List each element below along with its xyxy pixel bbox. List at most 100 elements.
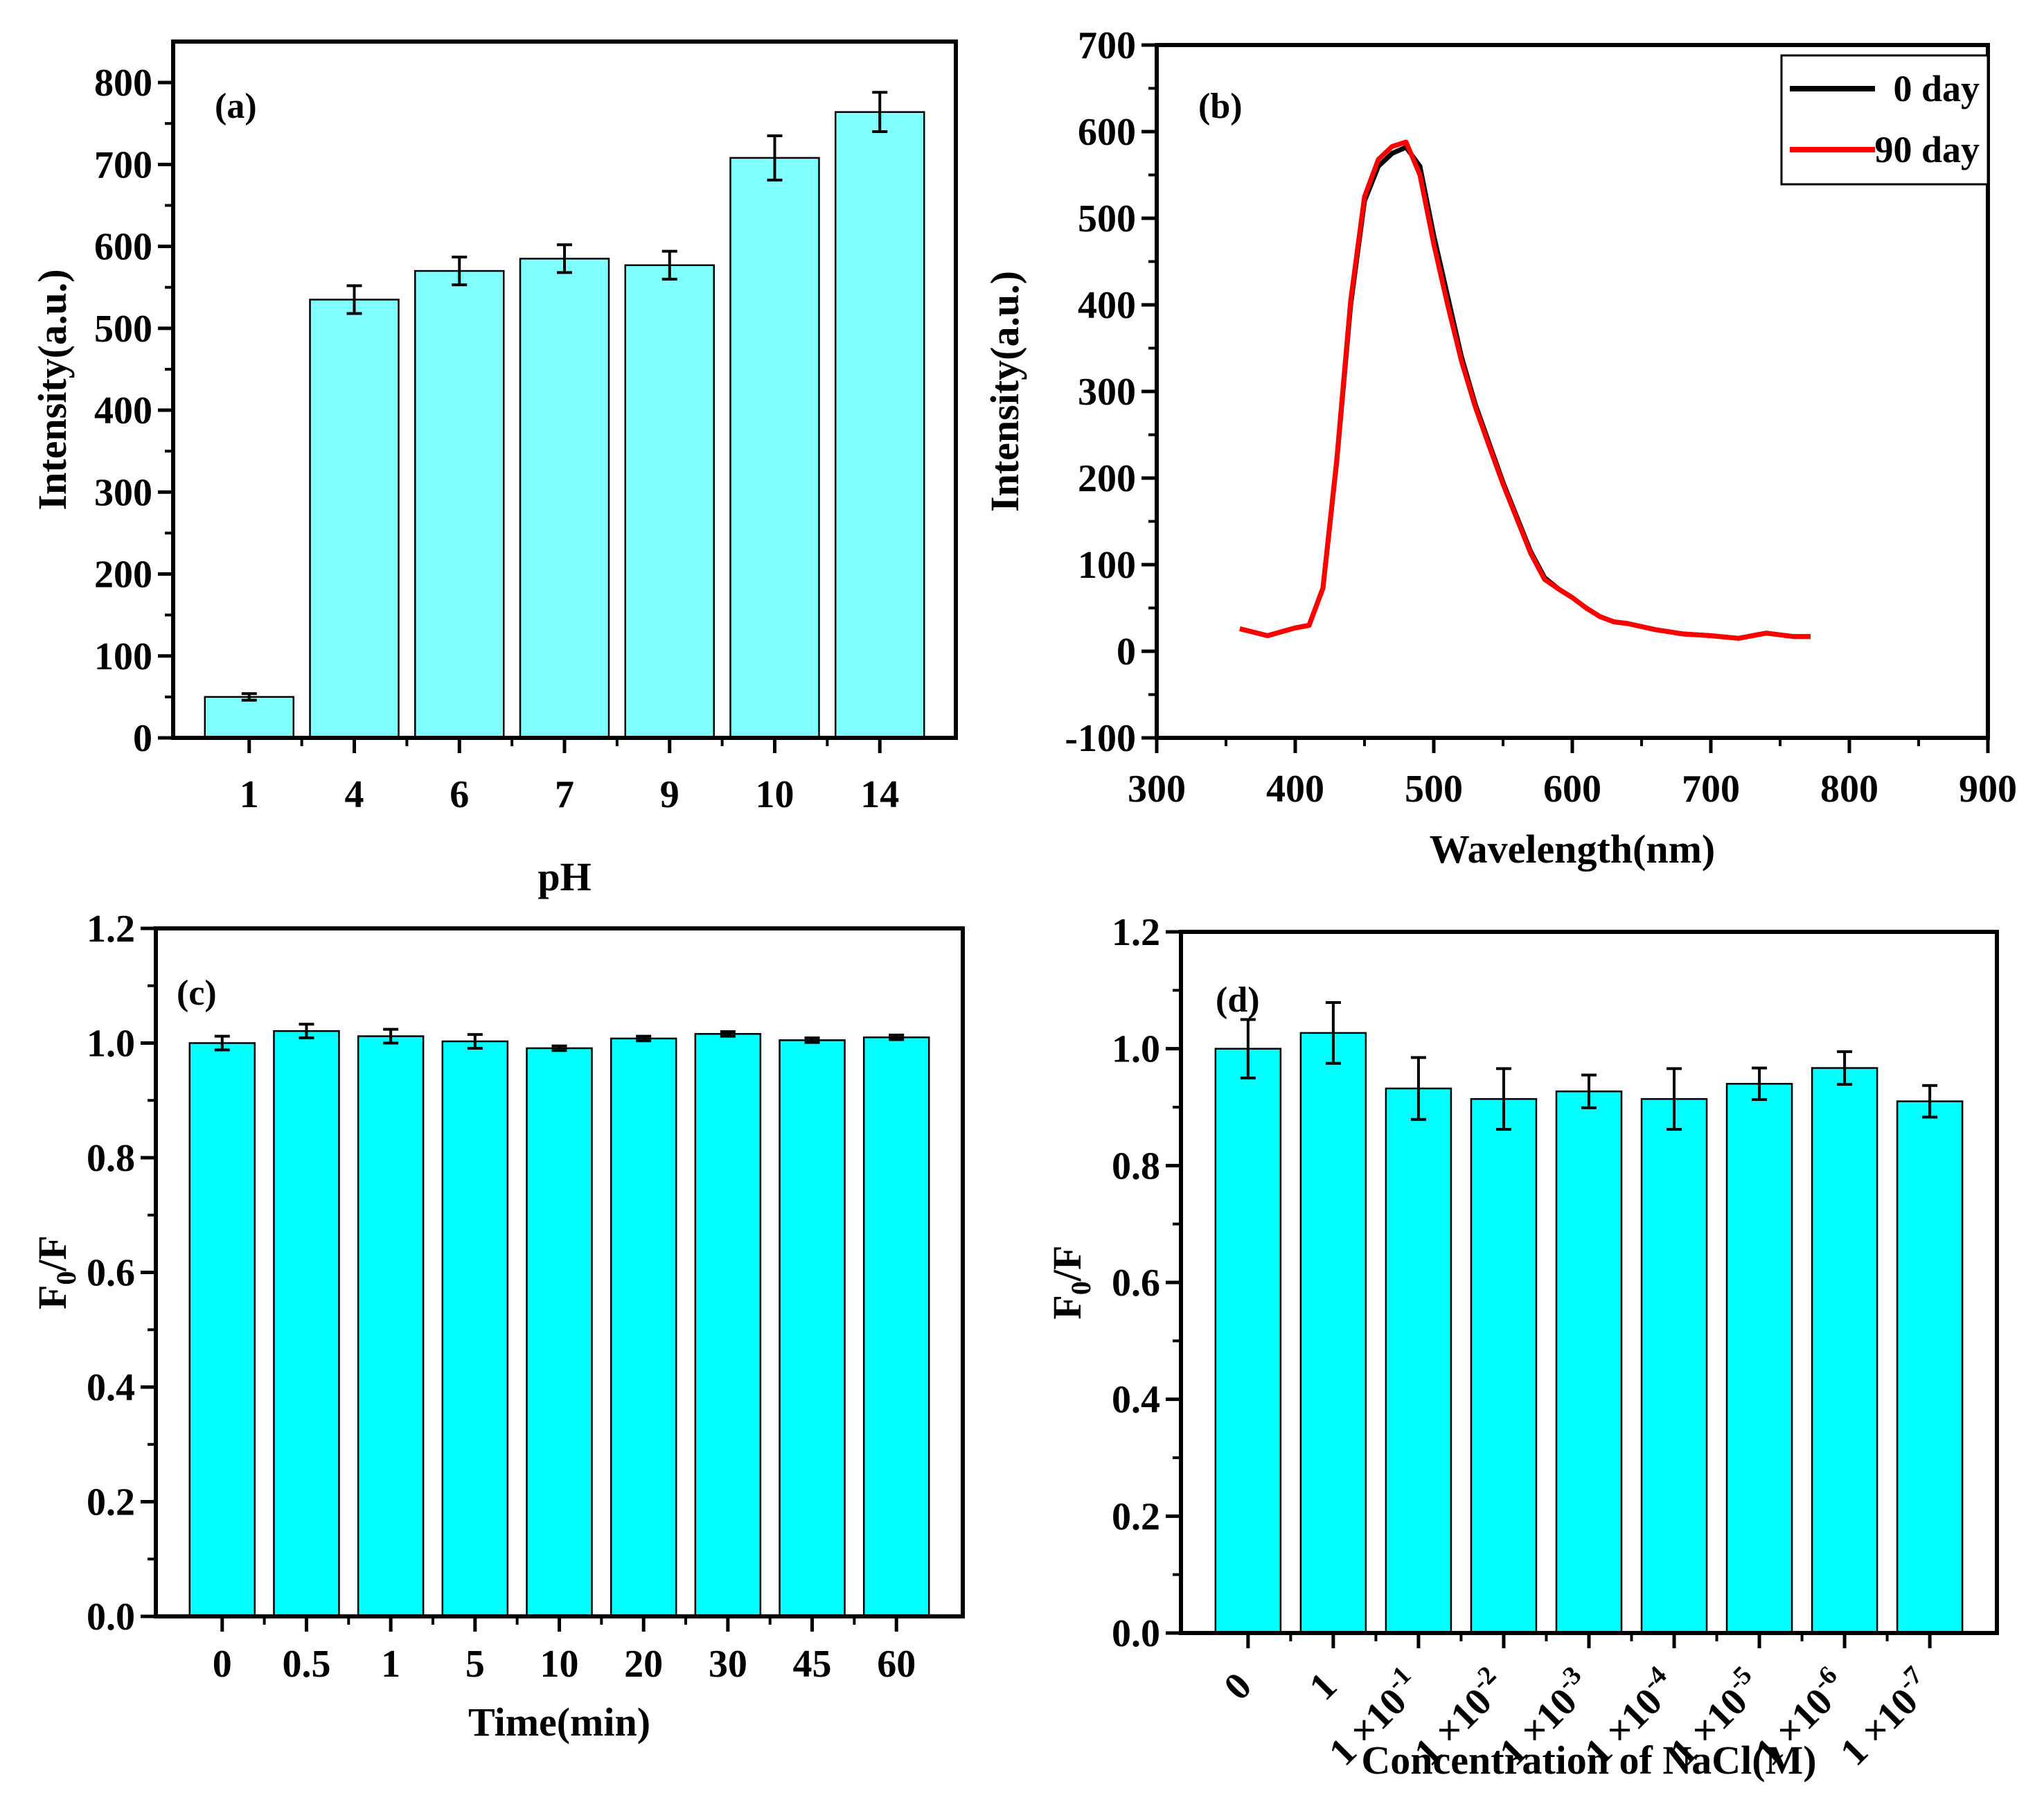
bar-d-4 (1555, 1090, 1623, 1634)
x-tick-label-a-2: 6 (450, 773, 469, 816)
y-tick-label-d-1: 0.2 (1112, 1495, 1160, 1538)
bar-c-6 (694, 1033, 762, 1618)
x-tick-label-a-5: 10 (755, 773, 794, 816)
y-tick-label-a-8: 800 (94, 62, 152, 105)
x-tick-label-c-1: 0.5 (282, 1643, 330, 1686)
series-line-b-1 (1239, 139, 1811, 641)
chart-d: 0.00.20.40.60.81.01.20 11 ×10-11 ×10-21 ×… (1045, 911, 1999, 1783)
bar-c-1 (273, 1030, 340, 1618)
legend-label-b-1: 90 day (1874, 129, 1980, 170)
panel-label-a: (a) (215, 87, 257, 126)
y-tick-label-a-1: 100 (94, 635, 152, 678)
x-tick-label-b-5: 800 (1820, 768, 1878, 811)
x-tick-label-c-6: 30 (709, 1643, 747, 1686)
y-tick-label-a-6: 600 (94, 226, 152, 269)
y-tick-label-d-0: 0.0 (1112, 1612, 1160, 1655)
y-tick-label-d-2: 0.4 (1112, 1379, 1160, 1422)
bar-c-8 (862, 1036, 930, 1618)
y-tick-label-b-8: 700 (1078, 24, 1136, 67)
plot-frame-b (1155, 43, 1990, 740)
x-tick-label-c-5: 20 (624, 1643, 663, 1686)
bar-d-6 (1725, 1083, 1793, 1634)
y-tick-label-a-3: 300 (94, 471, 152, 514)
y-axis-title-a: Intensity(a.u.) (30, 269, 75, 510)
y-tick-label-b-2: 100 (1078, 544, 1136, 587)
x-tick-label-base-d-1: 1 (1301, 1664, 1345, 1709)
y-axis-title-main-d: F (1045, 1295, 1090, 1319)
bar-c-2 (357, 1035, 425, 1618)
x-tick-label-b-4: 700 (1682, 768, 1740, 811)
y-tick-label-b-4: 300 (1078, 371, 1136, 414)
y-tick-label-c-3: 0.6 (87, 1252, 135, 1295)
x-tick-label-c-3: 5 (465, 1643, 485, 1686)
y-tick-label-d-4: 0.8 (1112, 1145, 1160, 1188)
y-tick-label-b-1: 0 (1117, 630, 1136, 673)
y-tick-label-a-2: 200 (94, 554, 152, 597)
x-tick-label-c-8: 60 (877, 1643, 916, 1686)
chart-c: 0.00.20.40.60.81.01.20 0.5 1 5 10 20 30 45 60F0/… (30, 908, 965, 1745)
x-tick-label-b-6: 900 (1959, 768, 2017, 811)
x-axis-title-a: pH (537, 854, 591, 899)
y-axis-title-tail-d: /F (1045, 1246, 1090, 1282)
y-axis-title-d: F0/F (1045, 1246, 1096, 1320)
x-tick-label-a-1: 4 (345, 773, 364, 816)
x-tick-label-c-2: 1 (381, 1643, 400, 1686)
x-axis-title-d: Concentration of NaCl(M) (1361, 1738, 1816, 1783)
x-tick-label-d-8: 1 ×10-7 (1829, 1661, 1942, 1774)
y-tick-label-c-6: 1.2 (87, 908, 135, 951)
x-tick-label-c-0: 0 (213, 1643, 232, 1686)
x-tick-label-b-1: 400 (1266, 768, 1324, 811)
y-axis-title-tail-c: /F (30, 1235, 75, 1272)
bar-c-4 (526, 1047, 593, 1618)
y-axis-title-b: Intensity(a.u.) (982, 271, 1027, 512)
panel-label-c: (c) (177, 973, 217, 1013)
x-tick-label-b-3: 600 (1543, 768, 1601, 811)
y-tick-label-d-3: 0.6 (1112, 1262, 1160, 1305)
legend-label-b-0: 0 day (1893, 68, 1980, 109)
y-tick-label-a-4: 400 (94, 389, 152, 432)
x-tick-label-b-2: 500 (1405, 768, 1463, 811)
y-tick-label-b-6: 500 (1078, 197, 1136, 240)
panel-label-d: (d) (1216, 980, 1260, 1020)
y-tick-label-c-5: 1.0 (87, 1023, 135, 1066)
panel-label-b: (b) (1198, 87, 1243, 126)
y-tick-label-a-7: 700 (94, 143, 152, 186)
bar-c-3 (441, 1040, 509, 1618)
x-tick-label-a-3: 7 (555, 773, 574, 816)
y-tick-label-d-5: 1.0 (1112, 1028, 1160, 1071)
y-tick-label-c-0: 0.0 (87, 1596, 135, 1639)
x-tick-label-d-0: 0 (1216, 1664, 1260, 1709)
bar-c-0 (188, 1042, 256, 1618)
legend-box-b (1780, 54, 1989, 186)
bar-a-1 (309, 299, 400, 739)
x-axis-title-c: Time(min) (468, 1700, 650, 1745)
bar-d-2 (1385, 1087, 1452, 1634)
bar-a-4 (624, 264, 715, 739)
x-tick-label-a-0: 1 (240, 773, 259, 816)
x-tick-label-d-1: 1 (1301, 1664, 1345, 1709)
bar-d-0 (1214, 1048, 1282, 1634)
y-tick-label-b-7: 600 (1078, 111, 1136, 154)
x-tick-label-c-4: 10 (540, 1643, 579, 1686)
y-axis-title-sub-d: 0 (1065, 1281, 1096, 1295)
x-tick-label-b-0: 300 (1128, 768, 1186, 811)
y-tick-label-d-6: 1.2 (1112, 911, 1160, 954)
plot-frame-a (171, 39, 958, 740)
y-axis-title-main-c: F (30, 1285, 75, 1309)
plot-frame-c (154, 926, 965, 1618)
bar-c-7 (779, 1039, 846, 1618)
bar-a-5 (729, 157, 820, 739)
y-tick-label-b-5: 400 (1078, 284, 1136, 327)
x-tick-label-a-4: 9 (660, 773, 679, 816)
bar-a-6 (834, 111, 925, 739)
y-tick-label-c-1: 0.2 (87, 1481, 135, 1524)
bar-a-2 (414, 270, 505, 739)
plot-frame-d (1179, 930, 1999, 1635)
x-tick-label-a-6: 14 (860, 773, 899, 816)
bar-a-0 (204, 696, 295, 739)
x-tick-label-base-d-0: 0 (1216, 1664, 1260, 1709)
y-tick-label-c-2: 0.4 (87, 1366, 135, 1409)
bar-c-5 (610, 1037, 677, 1618)
x-tick-label-c-7: 45 (793, 1643, 832, 1686)
